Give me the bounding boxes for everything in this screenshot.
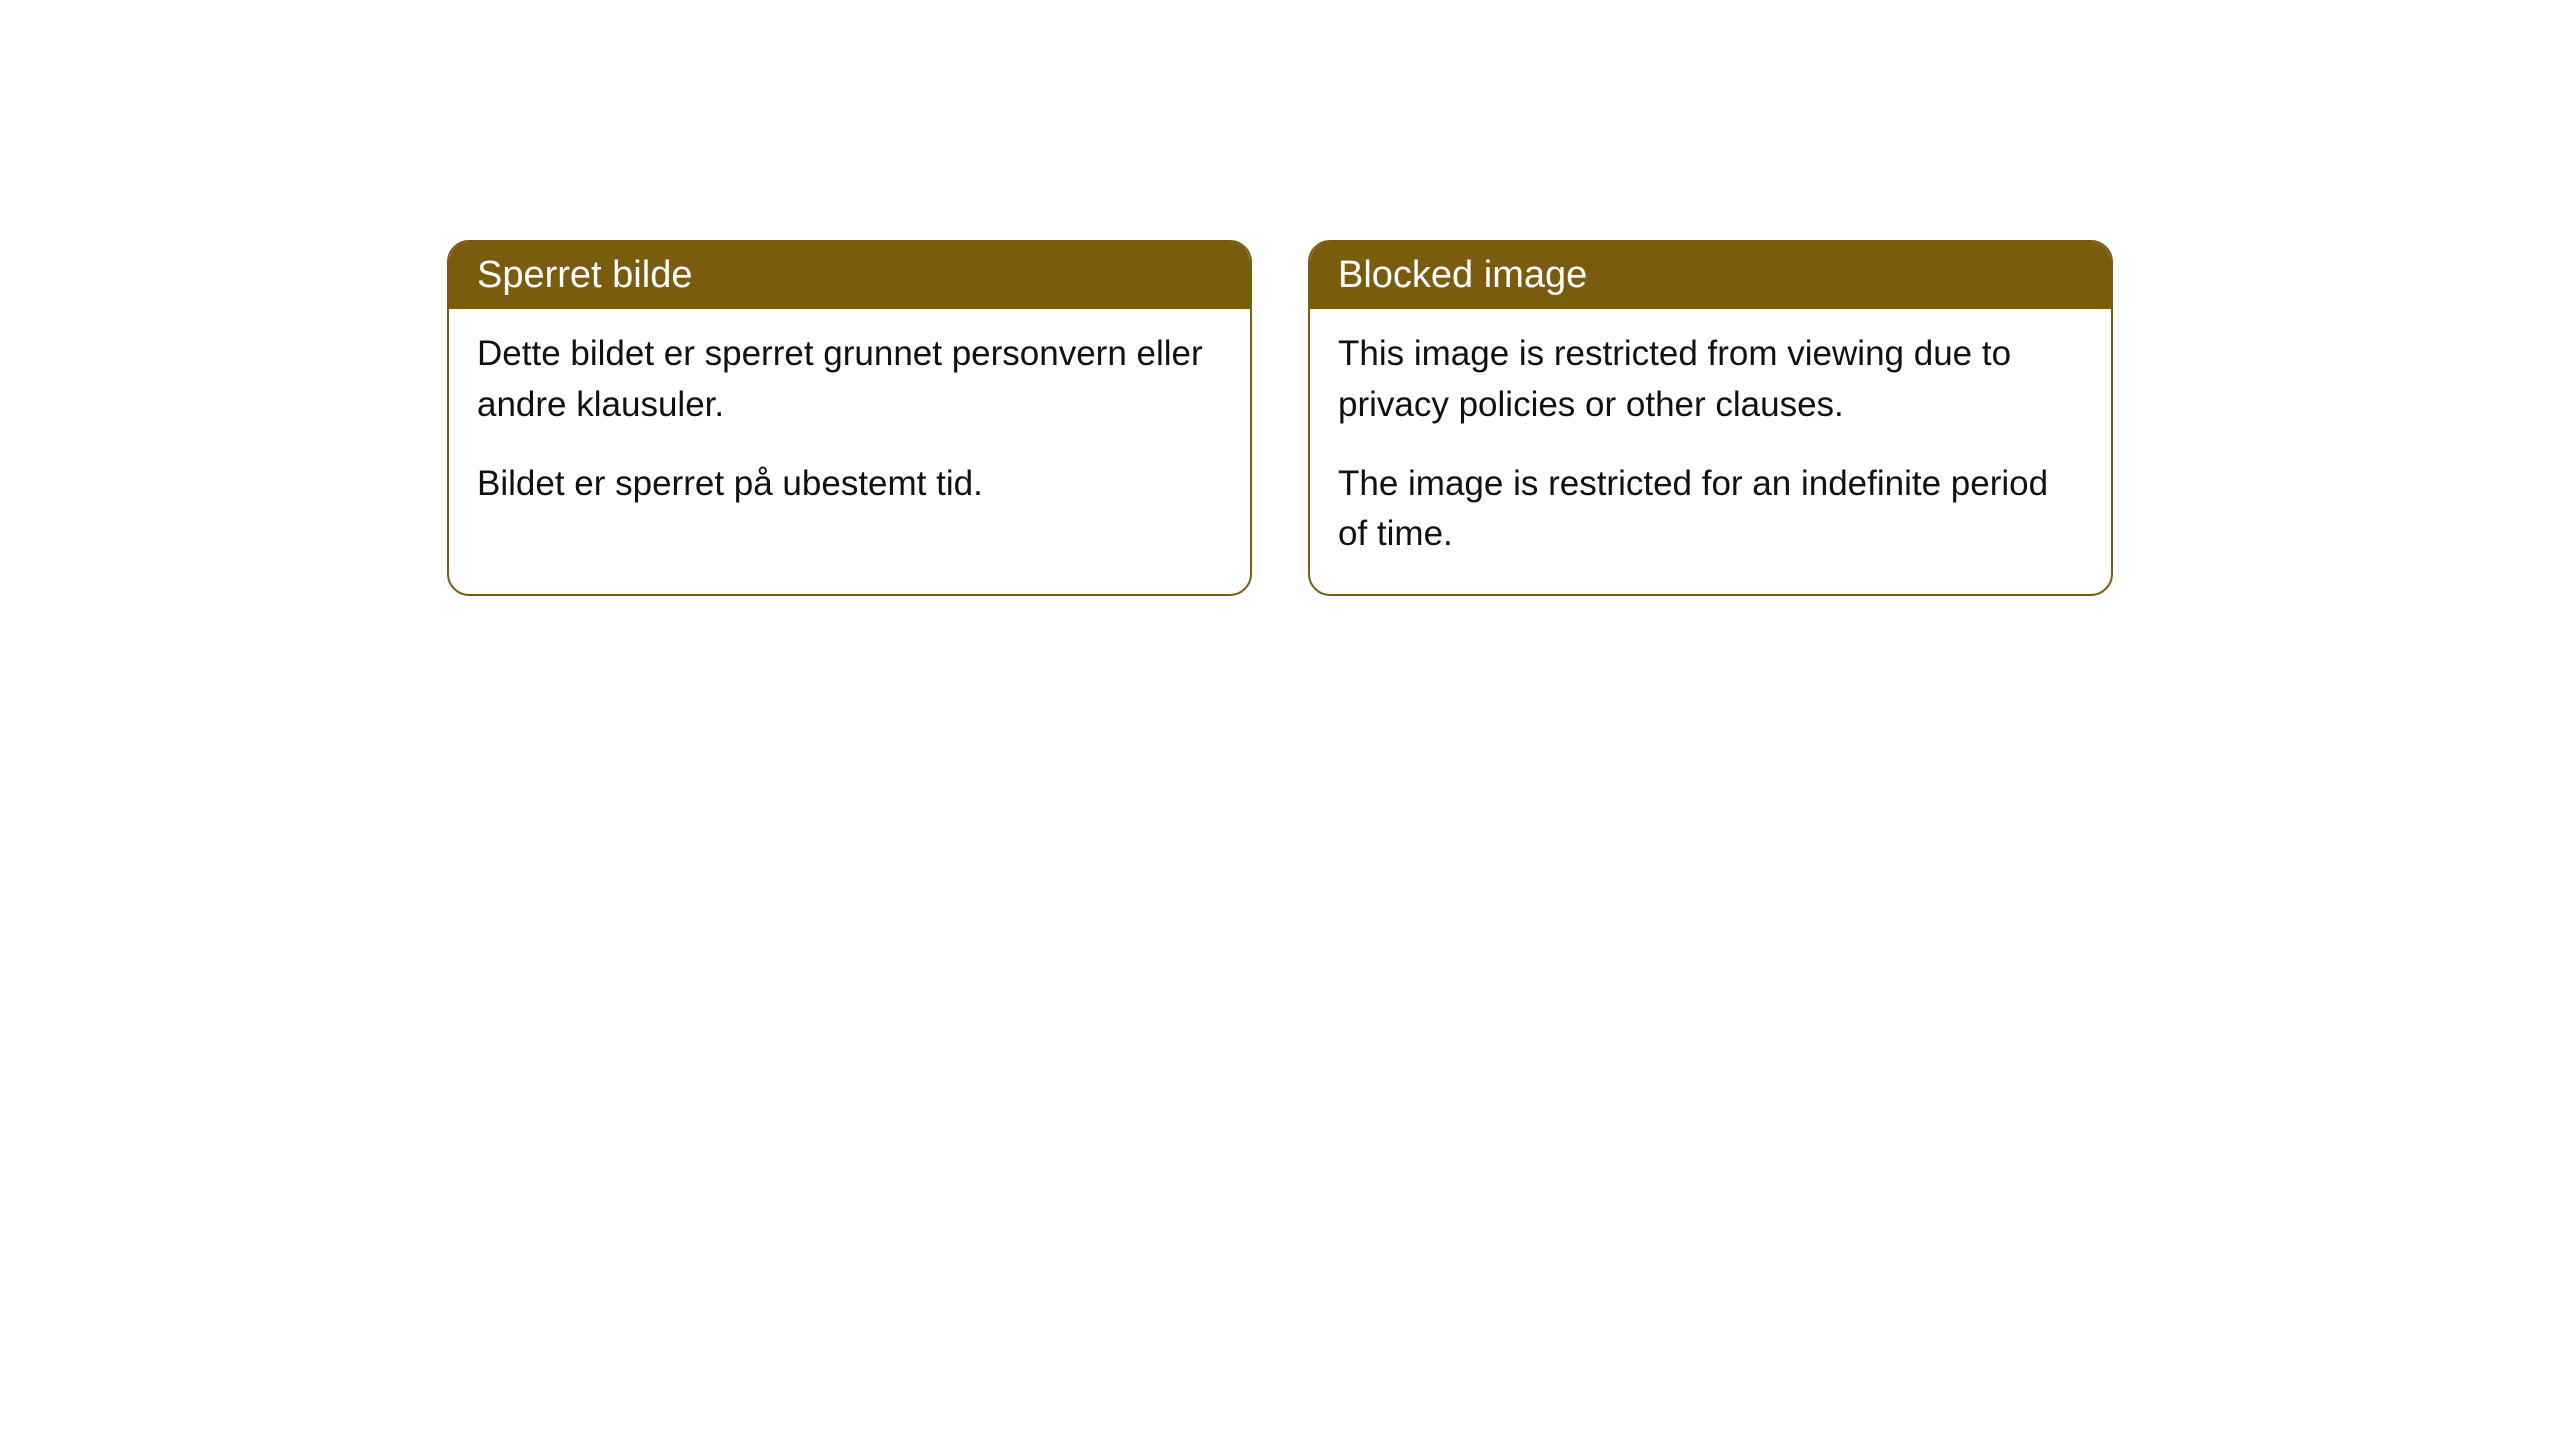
card-paragraph1-en: This image is restricted from viewing du… (1338, 329, 2083, 431)
card-header-en: Blocked image (1310, 242, 2111, 309)
blocked-image-card-no: Sperret bilde Dette bildet er sperret gr… (447, 240, 1252, 596)
card-header-no: Sperret bilde (449, 242, 1250, 309)
notice-container: Sperret bilde Dette bildet er sperret gr… (0, 240, 2560, 596)
card-paragraph2-no: Bildet er sperret på ubestemt tid. (477, 459, 1222, 510)
card-title-en: Blocked image (1338, 254, 1587, 296)
card-body-no: Dette bildet er sperret grunnet personve… (449, 309, 1250, 543)
card-paragraph2-en: The image is restricted for an indefinit… (1338, 459, 2083, 561)
blocked-image-card-en: Blocked image This image is restricted f… (1308, 240, 2113, 596)
card-title-no: Sperret bilde (477, 254, 692, 296)
card-body-en: This image is restricted from viewing du… (1310, 309, 2111, 594)
card-paragraph1-no: Dette bildet er sperret grunnet personve… (477, 329, 1222, 431)
